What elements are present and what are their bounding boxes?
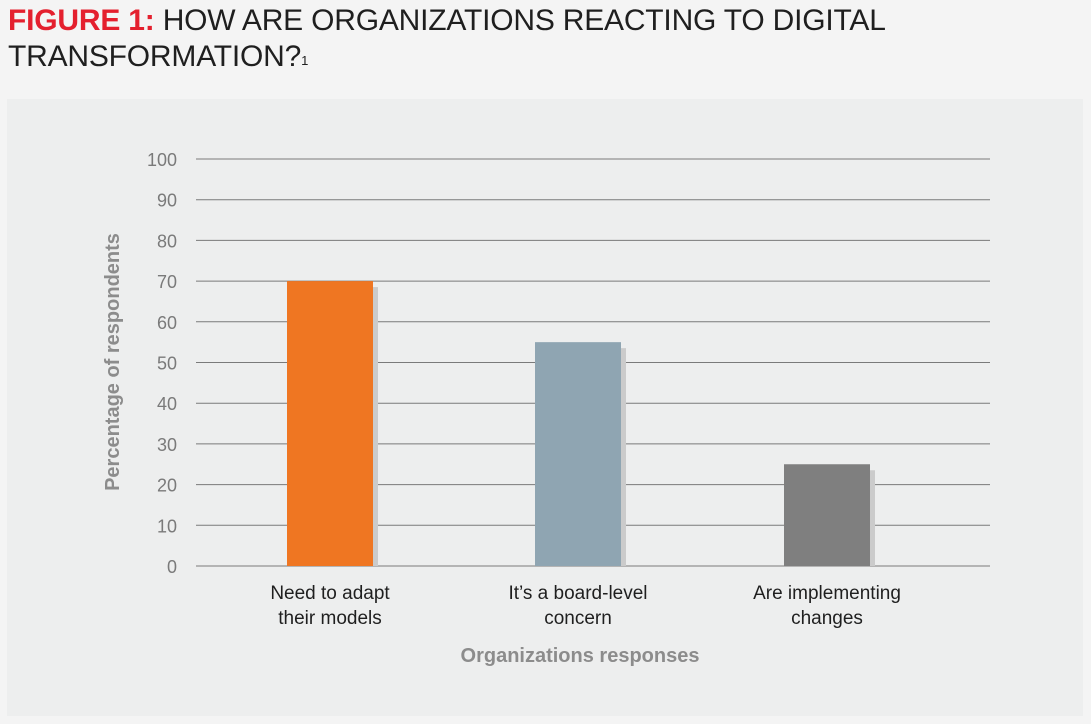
bars <box>287 281 875 566</box>
y-tick-label: 20 <box>157 476 177 496</box>
y-tick-label: 60 <box>157 313 177 333</box>
x-tick-label: changes <box>791 608 863 629</box>
y-tick-label: 40 <box>157 394 177 414</box>
y-tick-label: 0 <box>167 557 177 577</box>
y-tick-labels: 0 10 20 30 40 50 60 70 80 90 100 <box>147 150 177 577</box>
figure-title: FIGURE 1: HOW ARE ORGANIZATIONS REACTING… <box>8 3 1068 75</box>
bar <box>535 342 621 566</box>
x-tick-label: Are implementing <box>753 583 901 604</box>
bar <box>784 464 870 566</box>
figure-label: FIGURE 1: <box>8 4 155 37</box>
y-tick-label: 90 <box>157 191 177 211</box>
x-tick-label: their models <box>278 608 382 629</box>
y-tick-label: 70 <box>157 272 177 292</box>
x-tick-label: Need to adapt <box>270 583 390 604</box>
x-tick-label: It’s a board-level <box>508 583 647 604</box>
x-axis-label: Organizations responses <box>461 645 700 667</box>
figure-title-text: HOW ARE ORGANIZATIONS REACTING TO DIGITA… <box>8 4 885 73</box>
y-tick-label: 30 <box>157 435 177 455</box>
y-tick-label: 10 <box>157 516 177 536</box>
y-tick-label: 100 <box>147 150 177 170</box>
y-tick-label: 50 <box>157 354 177 374</box>
y-tick-label: 80 <box>157 231 177 251</box>
x-tick-label: concern <box>544 608 612 629</box>
footnote-marker: 1 <box>301 53 309 68</box>
bar <box>287 281 373 566</box>
x-tick-labels: Need to adapt their models It’s a board-le… <box>270 583 901 629</box>
y-axis-label: Percentage of respondents <box>102 233 124 491</box>
